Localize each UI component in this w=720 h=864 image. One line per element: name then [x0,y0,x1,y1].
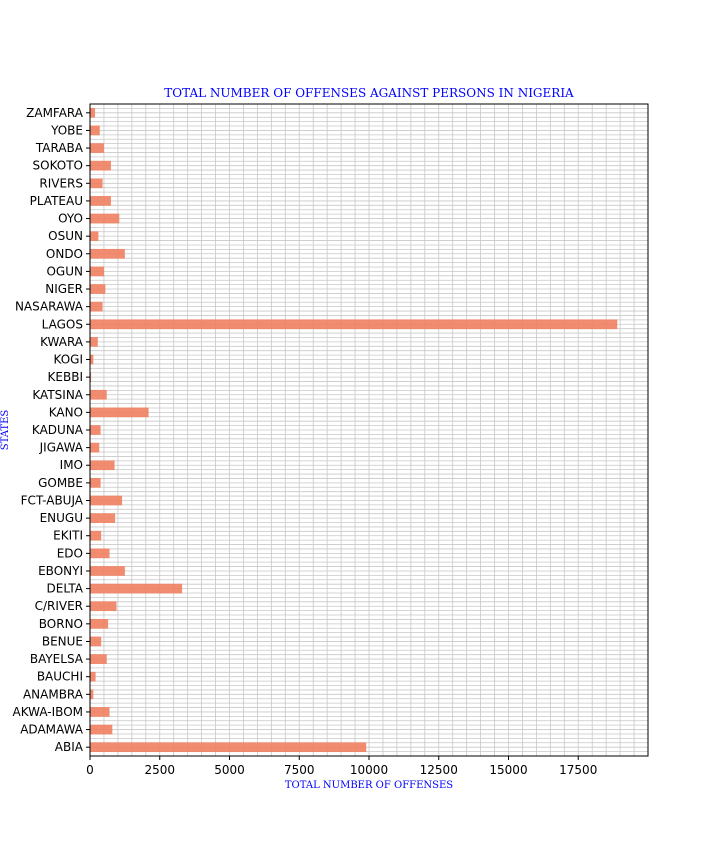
bar-anambra [90,689,94,700]
bar-lagos [90,319,618,330]
bar-benue [90,636,102,647]
bar-ondo [90,248,125,259]
y-tick-label: AKWA-IBOM [13,705,84,719]
y-tick-label: BAUCHI [37,670,83,684]
bar-niger [90,284,106,294]
y-tick-label: NASARAWA [15,300,84,314]
y-tick-label: KATSINA [32,388,83,402]
y-tick-label: KWARA [40,335,84,349]
bar-taraba [90,143,104,153]
y-tick-label: OGUN [46,264,83,278]
bar-delta [90,583,183,594]
y-tick-label: EKITI [53,529,83,543]
bar-sokoto [90,160,111,171]
y-tick-label: KOGI [54,353,84,367]
bar-ebonyi [90,566,125,576]
y-tick-label: PLATEAU [30,194,83,208]
y-tick-label: TARABA [35,141,84,155]
bar-kwara [90,337,98,347]
bar-nasarawa [90,301,103,312]
x-tick-label: 10000 [350,763,388,777]
y-tick-label: YOBE [50,123,83,137]
y-tick-label: BAYELSA [30,652,84,666]
y-tick-label: NIGER [45,282,83,296]
bar-gombe [90,478,101,488]
y-tick-label: FCT-ABUJA [21,493,84,507]
x-tick-label: 2500 [144,763,175,777]
y-tick-label: OSUN [48,229,83,243]
bar-plateau [90,196,111,206]
bar-akwa-ibom [90,707,110,717]
y-tick-label: JIGAWA [39,441,84,455]
bar-kogi [90,354,94,365]
chart-title: TOTAL NUMBER OF OFFENSES AGAINST PERSONS… [164,86,574,100]
y-tick-label: ADAMAWA [20,723,84,737]
y-tick-label: ONDO [46,247,83,261]
y-tick-label: KEBBI [48,370,83,384]
bar-kaduna [90,425,101,435]
bar-borno [90,618,109,629]
bar-abia [90,742,367,753]
y-tick-label: ANAMBRA [23,687,84,701]
x-tick-label: 5000 [214,763,245,777]
bar-fct-abuja [90,495,123,506]
x-tick-label: 7500 [284,763,315,777]
grid [89,103,649,757]
bar-edo [90,548,110,559]
bar-zamfara [90,107,96,118]
y-tick-label: RIVERS [39,176,83,190]
y-tick-label: KADUNA [32,423,84,437]
y-tick-label: ZAMFARA [26,106,84,120]
bar-bauchi [90,671,96,682]
y-axis-label: STATES [0,410,11,451]
x-tick-label: 15000 [489,763,527,777]
y-tick-label: BORNO [39,617,83,631]
x-tick-label: 0 [86,763,94,777]
bar-kebbi [90,372,92,382]
bar-oyo [90,213,120,224]
y-tick-label: EDO [57,546,83,560]
y-tick-label: DELTA [47,582,84,596]
y-tick-label: LAGOS [42,317,83,331]
y-tick-label: OYO [58,212,83,226]
y-tick-label: KANO [49,405,83,419]
bar-imo [90,460,115,471]
bar-bayelsa [90,654,107,664]
x-tick-label: 17500 [559,763,597,777]
bar-osun [90,231,99,242]
y-tick-label: ABIA [55,740,84,754]
y-axis: ABIA ADAMAWA AKWA-IBOM ANAMBRA BAUCHI BAYELSA… [13,106,90,754]
y-tick-label: EBONYI [38,564,83,578]
bar-ekiti [90,530,102,541]
y-tick-label: SOKOTO [33,159,84,173]
bar-c/river [90,601,117,612]
bar-ogun [90,266,104,277]
bars [90,107,618,753]
x-axis-label: TOTAL NUMBER OF OFFENSES [285,780,453,791]
y-tick-label: C/RIVER [35,599,83,613]
y-tick-label: GOMBE [38,476,83,490]
bar-enugu [90,513,116,523]
x-tick-label: 12500 [420,763,458,777]
y-tick-label: BENUE [42,634,83,648]
y-tick-label: ENUGU [40,511,83,525]
y-tick-label: IMO [60,458,83,472]
bar-yobe [90,125,100,136]
x-axis: 0 2500 5000 7500 10000 12500 15000 17500 [86,756,597,777]
bar-rivers [90,178,103,189]
bar-adamawa [90,724,113,735]
bar-jigawa [90,442,100,453]
bar-katsina [90,389,107,400]
bar-kano [90,407,149,418]
